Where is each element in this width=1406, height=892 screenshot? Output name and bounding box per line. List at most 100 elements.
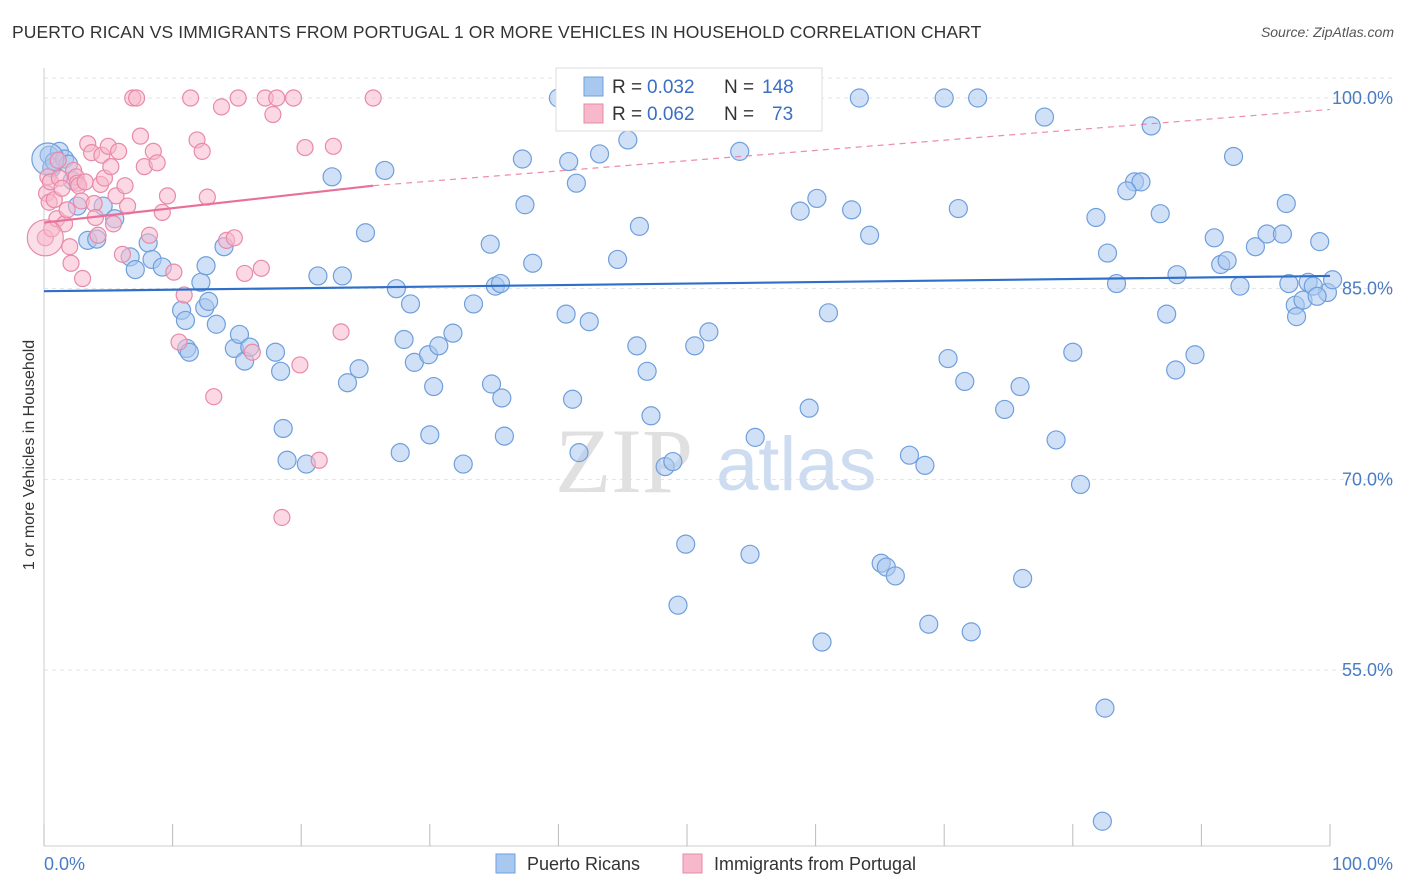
data-point-puerto-rican	[443, 323, 463, 343]
data-point-portugal	[148, 154, 166, 172]
data-point-puerto-rican	[938, 348, 958, 369]
data-point-puerto-rican	[1286, 307, 1307, 327]
data-point-puerto-rican	[490, 273, 511, 294]
data-point-puerto-rican	[1185, 345, 1205, 365]
data-point-puerto-rican	[745, 427, 765, 447]
data-point-puerto-rican	[1141, 116, 1161, 136]
data-point-portugal	[268, 89, 286, 107]
data-point-puerto-rican	[818, 303, 839, 323]
bottom-legend-label-blue: Puerto Ricans	[527, 854, 640, 874]
bottom-legend-swatch-pink	[682, 853, 703, 874]
y-tick-labels: 55.0% 70.0% 85.0% 100.0%	[1332, 88, 1393, 680]
data-point-puerto-rican	[607, 249, 628, 270]
data-point-puerto-rican	[1217, 251, 1237, 271]
gridlines	[44, 77, 1395, 671]
data-point-puerto-rican	[566, 173, 587, 193]
data-point-puerto-rican	[629, 216, 650, 236]
data-point-portugal	[205, 388, 223, 406]
data-point-puerto-rican	[1097, 243, 1118, 263]
data-point-portugal	[273, 508, 291, 527]
data-point-puerto-rican	[995, 399, 1015, 420]
data-point-puerto-rican	[961, 622, 981, 642]
legend-r-label: R =	[612, 77, 642, 98]
data-point-portugal	[76, 173, 94, 191]
data-point-puerto-rican	[668, 595, 688, 615]
data-point-portugal	[170, 333, 188, 351]
trend-line-puerto-ricans	[43, 274, 1331, 293]
data-point-puerto-rican	[1230, 276, 1250, 296]
data-point-puerto-rican	[492, 388, 512, 408]
data-point-puerto-rican	[1063, 342, 1083, 362]
trend-line-portugal	[43, 184, 374, 224]
data-point-puerto-rican	[562, 389, 583, 409]
data-point-puerto-rican	[842, 200, 862, 220]
data-point-puerto-rican	[1204, 228, 1224, 248]
data-point-puerto-rican	[375, 160, 395, 181]
watermark-atlas: atlas	[716, 422, 877, 507]
data-point-puerto-rican	[308, 266, 328, 286]
data-point-puerto-rican	[420, 425, 440, 445]
data-point-puerto-rican	[196, 256, 216, 276]
data-point-puerto-rican	[1166, 360, 1186, 380]
data-point-puerto-rican	[1010, 376, 1030, 397]
data-point-portugal	[61, 238, 79, 256]
data-point-puerto-rican	[1307, 286, 1327, 306]
data-point-puerto-rican	[849, 88, 869, 108]
data-point-puerto-rican	[386, 279, 406, 299]
legend-n-value: 73	[772, 104, 793, 125]
data-point-puerto-rican	[1276, 193, 1296, 214]
data-point-puerto-rican	[481, 374, 502, 394]
data-point-puerto-rican	[559, 151, 579, 172]
data-point-portugal	[26, 219, 64, 257]
data-point-portugal	[296, 138, 314, 157]
data-point-puerto-rican	[948, 198, 968, 219]
data-point-portugal	[102, 158, 120, 176]
data-point-puerto-rican	[676, 534, 696, 554]
legend-r-label: R =	[612, 104, 642, 125]
data-point-portugal	[153, 203, 171, 221]
data-point-puerto-rican	[885, 566, 905, 586]
data-point-puerto-rican	[1117, 181, 1137, 201]
data-point-portugal	[89, 226, 107, 244]
y-axis-title: 1 or more Vehicles in Household	[21, 340, 38, 570]
trend-line-portugal-extension	[373, 108, 1331, 187]
data-point-portugal	[236, 264, 254, 283]
data-point-puerto-rican	[480, 234, 500, 254]
data-point-puerto-rican	[579, 312, 599, 332]
data-point-puerto-rican	[1167, 265, 1187, 285]
data-point-puerto-rican	[424, 376, 444, 397]
legend-swatch-pink	[583, 103, 604, 124]
data-point-portugal	[58, 201, 76, 219]
data-point-puerto-rican	[812, 632, 832, 652]
data-point-puerto-rican	[1086, 207, 1106, 228]
legend-n-label: N =	[724, 77, 754, 98]
data-point-portugal	[49, 151, 67, 169]
data-point-puerto-rican	[1322, 270, 1343, 290]
data-point-portugal	[324, 137, 342, 155]
bottom-legend-swatch-blue	[495, 853, 516, 874]
data-point-puerto-rican	[685, 336, 705, 356]
chart-title: PUERTO RICAN VS IMMIGRANTS FROM PORTUGAL…	[12, 22, 982, 42]
series-immigrants-portugal	[26, 89, 382, 527]
data-point-portugal	[116, 177, 134, 195]
data-point-portugal	[131, 127, 150, 145]
bottom-legend: Puerto Ricans Immigrants from Portugal	[495, 853, 916, 874]
data-point-puerto-rican	[332, 266, 352, 286]
data-point-puerto-rican	[1013, 568, 1033, 589]
data-point-puerto-rican	[265, 342, 286, 362]
legend-r-value: 0.062	[647, 104, 695, 125]
legend-box: R = 0.032 N = 148 R = 0.062 N = 73	[555, 67, 823, 132]
x-tick-labels: 0.0% 100.0%	[44, 854, 1393, 874]
data-point-puerto-rican	[349, 359, 369, 379]
data-point-puerto-rican	[569, 443, 589, 463]
data-point-puerto-rican	[277, 450, 297, 470]
y-tick-label: 55.0%	[1342, 660, 1393, 680]
data-point-portugal	[53, 179, 71, 197]
data-point-portugal	[212, 98, 231, 116]
data-point-puerto-rican	[199, 291, 219, 311]
data-point-portugal	[73, 269, 92, 288]
data-point-portugal	[193, 142, 211, 160]
watermark: ZIP atlas	[555, 410, 877, 512]
data-point-puerto-rican	[515, 195, 535, 215]
data-point-puerto-rican	[915, 455, 935, 475]
